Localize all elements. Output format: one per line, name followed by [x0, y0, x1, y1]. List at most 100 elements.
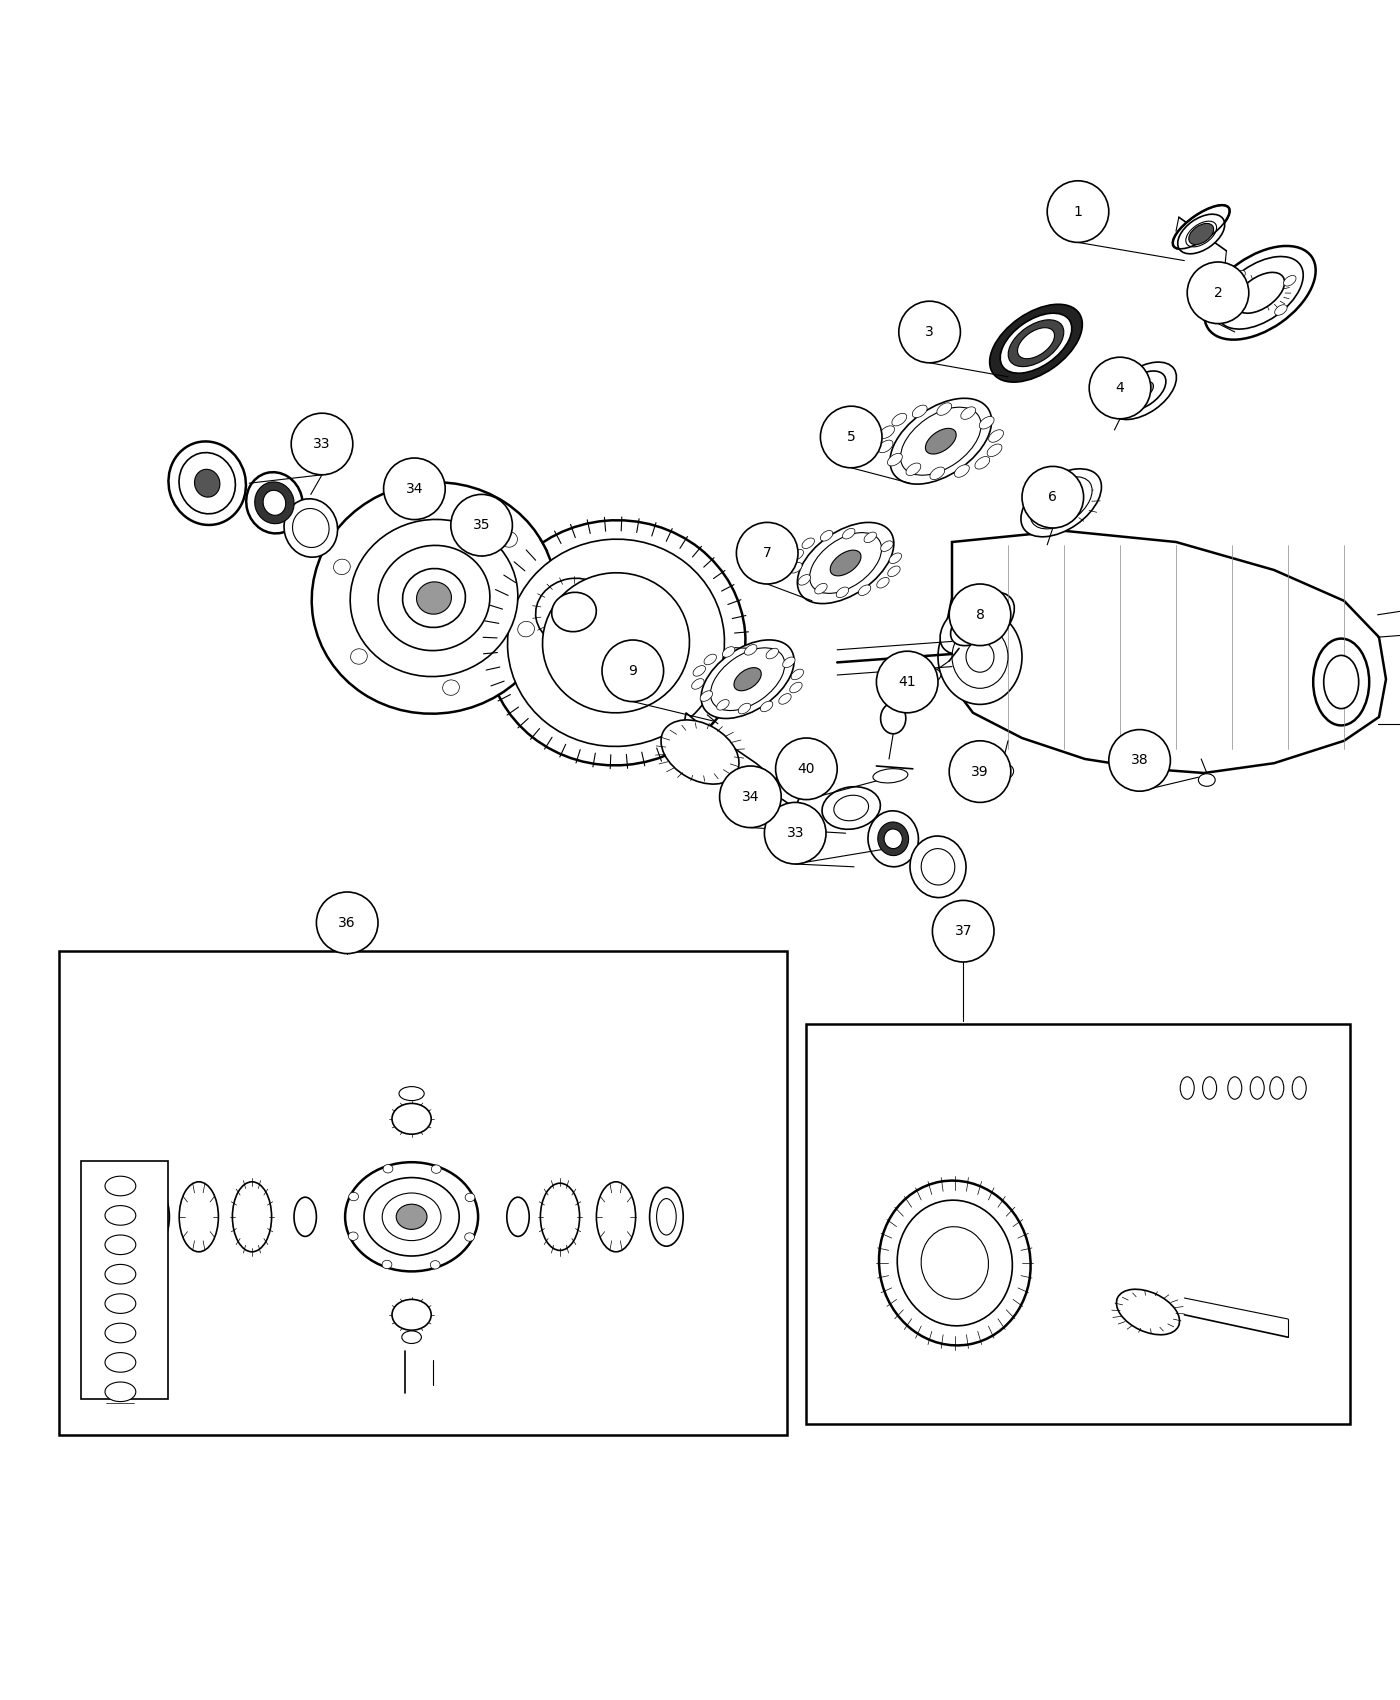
- Ellipse shape: [738, 704, 750, 714]
- Ellipse shape: [745, 644, 757, 654]
- Text: 35: 35: [473, 518, 490, 532]
- Ellipse shape: [246, 473, 302, 534]
- Ellipse shape: [766, 648, 778, 660]
- Ellipse shape: [874, 768, 907, 784]
- Ellipse shape: [990, 304, 1082, 382]
- Ellipse shape: [974, 457, 990, 469]
- Ellipse shape: [836, 586, 848, 598]
- Ellipse shape: [809, 532, 882, 593]
- Bar: [59, 950, 787, 1435]
- Ellipse shape: [879, 425, 895, 439]
- Ellipse shape: [105, 1265, 136, 1284]
- Ellipse shape: [965, 612, 990, 634]
- Ellipse shape: [1018, 328, 1054, 359]
- Ellipse shape: [778, 694, 791, 704]
- Text: 33: 33: [787, 826, 804, 840]
- Ellipse shape: [403, 568, 465, 627]
- Ellipse shape: [734, 668, 762, 690]
- Polygon shape: [683, 712, 801, 808]
- Circle shape: [776, 738, 837, 799]
- Ellipse shape: [1270, 1076, 1284, 1100]
- Ellipse shape: [344, 1163, 477, 1272]
- Ellipse shape: [232, 1182, 272, 1251]
- Circle shape: [876, 651, 938, 712]
- Ellipse shape: [105, 1353, 136, 1372]
- Ellipse shape: [392, 1299, 431, 1329]
- Text: 36: 36: [339, 916, 356, 930]
- Ellipse shape: [1233, 270, 1246, 280]
- Ellipse shape: [1173, 206, 1229, 248]
- Ellipse shape: [988, 430, 1004, 442]
- Ellipse shape: [930, 468, 945, 479]
- Text: 2: 2: [1214, 286, 1222, 299]
- Ellipse shape: [1228, 1076, 1242, 1100]
- Ellipse shape: [1177, 214, 1225, 253]
- Ellipse shape: [650, 1187, 683, 1246]
- Ellipse shape: [955, 464, 969, 478]
- Ellipse shape: [888, 454, 903, 466]
- Ellipse shape: [722, 646, 735, 658]
- Ellipse shape: [105, 1294, 136, 1314]
- Circle shape: [1047, 180, 1109, 243]
- Ellipse shape: [925, 428, 956, 454]
- Ellipse shape: [878, 440, 893, 452]
- Ellipse shape: [1274, 304, 1287, 314]
- Ellipse shape: [284, 498, 337, 558]
- Text: 8: 8: [976, 609, 984, 622]
- Ellipse shape: [892, 413, 907, 427]
- Ellipse shape: [399, 1086, 424, 1100]
- Ellipse shape: [195, 469, 220, 496]
- Ellipse shape: [350, 520, 518, 677]
- Ellipse shape: [430, 1261, 440, 1268]
- Ellipse shape: [798, 575, 811, 585]
- Ellipse shape: [913, 405, 927, 418]
- Circle shape: [720, 767, 781, 828]
- Ellipse shape: [1324, 656, 1358, 709]
- Ellipse shape: [881, 704, 906, 734]
- Ellipse shape: [717, 700, 729, 711]
- Ellipse shape: [312, 483, 556, 714]
- Circle shape: [949, 741, 1011, 802]
- Ellipse shape: [921, 848, 955, 886]
- Ellipse shape: [293, 508, 329, 547]
- Ellipse shape: [508, 539, 724, 746]
- Ellipse shape: [834, 796, 868, 821]
- Ellipse shape: [179, 1182, 218, 1251]
- Bar: [81, 1161, 168, 1399]
- Text: 9: 9: [629, 663, 637, 678]
- Circle shape: [384, 457, 445, 520]
- Ellipse shape: [1235, 272, 1285, 313]
- Ellipse shape: [657, 1198, 676, 1234]
- Ellipse shape: [1189, 223, 1214, 245]
- Ellipse shape: [881, 541, 893, 551]
- Ellipse shape: [987, 444, 1002, 457]
- Ellipse shape: [890, 398, 991, 484]
- Text: 37: 37: [955, 925, 972, 938]
- Ellipse shape: [701, 639, 794, 719]
- Text: 39: 39: [972, 765, 988, 779]
- Ellipse shape: [596, 1182, 636, 1251]
- Ellipse shape: [105, 1205, 136, 1226]
- Ellipse shape: [1116, 1289, 1180, 1334]
- Circle shape: [899, 301, 960, 362]
- Ellipse shape: [921, 668, 941, 682]
- Ellipse shape: [815, 583, 827, 593]
- Ellipse shape: [396, 1204, 427, 1229]
- Circle shape: [291, 413, 353, 474]
- Ellipse shape: [536, 578, 612, 646]
- Ellipse shape: [350, 649, 367, 665]
- Ellipse shape: [822, 787, 881, 830]
- Ellipse shape: [798, 522, 893, 604]
- Ellipse shape: [543, 573, 689, 712]
- Ellipse shape: [910, 836, 966, 898]
- Ellipse shape: [1224, 299, 1236, 309]
- Ellipse shape: [1284, 275, 1296, 286]
- Circle shape: [1022, 466, 1084, 529]
- Text: 3: 3: [925, 325, 934, 338]
- Ellipse shape: [1030, 476, 1092, 529]
- Ellipse shape: [1198, 774, 1215, 787]
- Circle shape: [820, 406, 882, 468]
- Ellipse shape: [417, 581, 451, 614]
- Ellipse shape: [540, 1183, 580, 1251]
- Ellipse shape: [897, 1200, 1012, 1326]
